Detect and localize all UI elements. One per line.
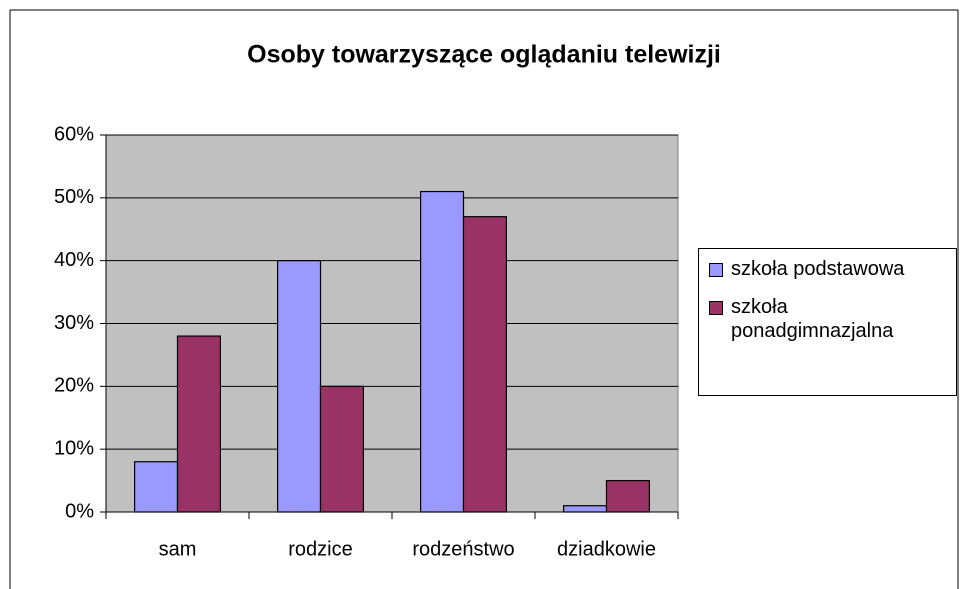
legend: szkoła podstawowa szkoła ponadgimnazjalna — [698, 248, 957, 396]
bar — [605, 479, 651, 513]
y-tick-label: 30% — [54, 312, 94, 334]
x-tick-label: dziadkowie — [557, 538, 656, 560]
legend-item: szkoła ponadgimnazjalna — [709, 295, 956, 343]
bar — [462, 216, 508, 513]
bar — [562, 505, 608, 513]
y-tick-label: 60% — [54, 123, 94, 145]
legend-label: szkoła ponadgimnazjalna — [731, 296, 894, 342]
y-tick-label: 50% — [54, 186, 94, 208]
x-tick-label: rodzeństwo — [412, 538, 514, 560]
chart-title: Osoby towarzyszące oglądaniu telewizji — [247, 41, 721, 69]
x-tick-label: rodzice — [288, 538, 352, 560]
legend-swatch — [709, 301, 723, 315]
legend-swatch — [709, 263, 723, 277]
legend-item: szkoła podstawowa — [709, 257, 956, 281]
legend-label: szkoła podstawowa — [731, 258, 905, 280]
bar — [277, 260, 322, 513]
bar — [319, 385, 365, 513]
y-tick-label: 40% — [54, 249, 94, 271]
bar — [420, 190, 465, 513]
x-tick-label: sam — [159, 538, 197, 560]
bar — [134, 461, 179, 513]
y-tick-label: 20% — [54, 375, 94, 397]
y-tick-label: 10% — [54, 437, 94, 459]
bar — [176, 335, 222, 513]
y-tick-label: 0% — [65, 500, 94, 522]
